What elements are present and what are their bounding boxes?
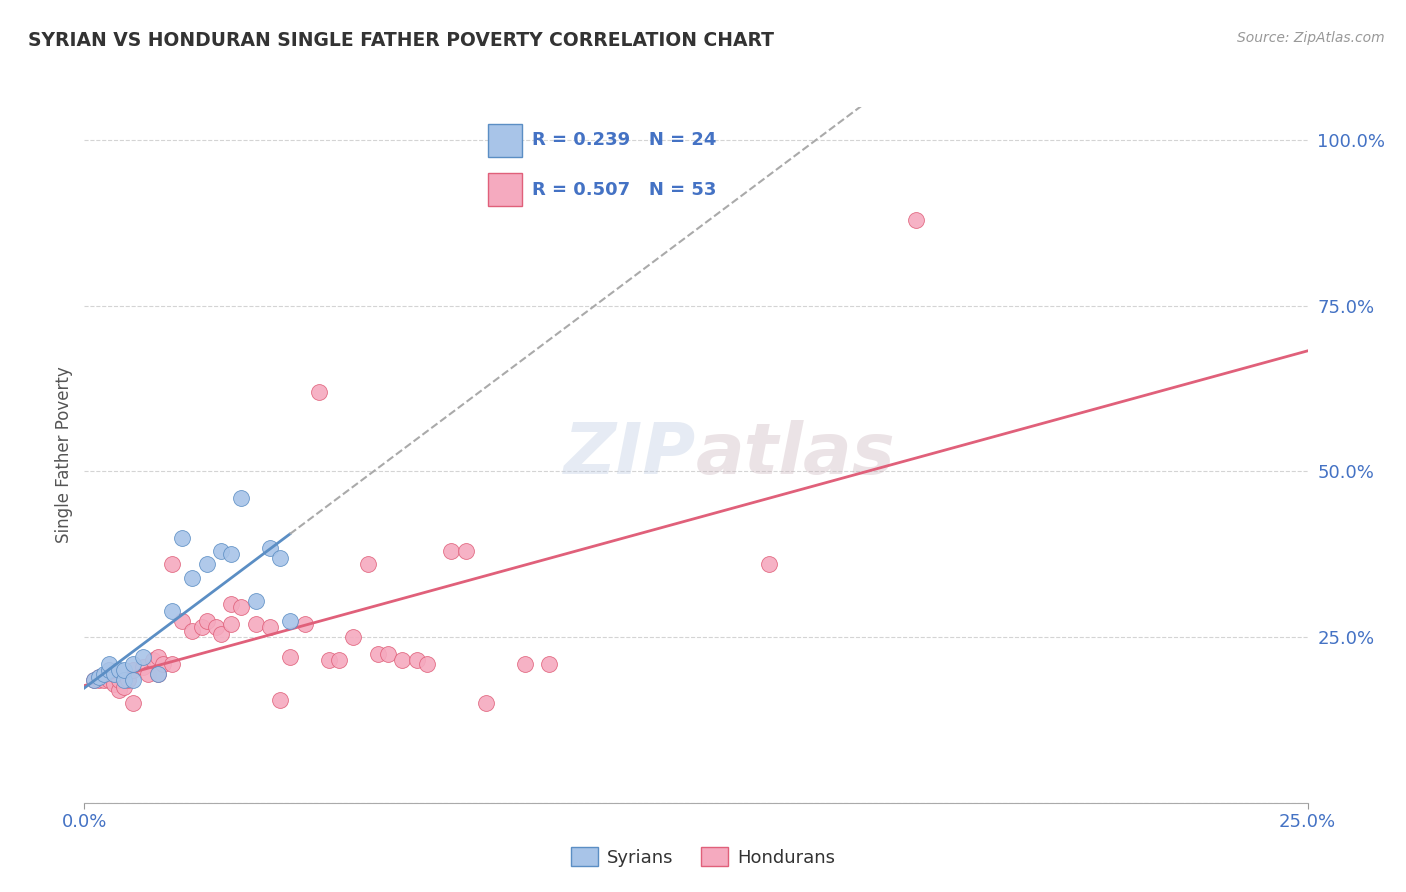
Point [278, 614, 301, 628]
Point [112, 680, 135, 694]
Point [142, 653, 165, 667]
Point [219, 597, 242, 611]
Text: R = 0.507   N = 53: R = 0.507 N = 53 [531, 180, 717, 199]
Point [162, 657, 184, 671]
Point [172, 614, 194, 628]
Point [172, 531, 194, 545]
Point [132, 650, 155, 665]
Point [454, 544, 477, 558]
Point [97, 663, 120, 677]
Point [318, 653, 340, 667]
Point [181, 624, 204, 638]
Point [117, 673, 139, 688]
Text: atlas: atlas [696, 420, 896, 490]
Point [278, 650, 301, 665]
Point [269, 693, 291, 707]
Point [122, 657, 145, 671]
Point [294, 616, 316, 631]
Point [146, 666, 169, 681]
Point [162, 604, 184, 618]
Text: R = 0.239   N = 24: R = 0.239 N = 24 [531, 131, 717, 150]
Point [269, 550, 291, 565]
Point [209, 544, 232, 558]
Point [181, 570, 204, 584]
Text: ZIP: ZIP [564, 420, 696, 490]
Legend: Syrians, Hondurans: Syrians, Hondurans [564, 840, 842, 874]
Point [83, 673, 105, 688]
Point [103, 666, 125, 681]
Point [87, 670, 110, 684]
Bar [488, 124, 522, 157]
Point [391, 653, 413, 667]
Point [259, 541, 281, 555]
Point [191, 620, 214, 634]
Point [103, 666, 125, 681]
Point [416, 657, 439, 671]
Text: Source: ZipAtlas.com: Source: ZipAtlas.com [1237, 31, 1385, 45]
Point [97, 657, 120, 671]
Point [308, 384, 330, 399]
Point [406, 653, 429, 667]
Point [162, 558, 184, 572]
Point [136, 666, 159, 681]
Bar [488, 173, 522, 206]
Point [229, 491, 252, 505]
Point [103, 676, 125, 690]
Point [205, 620, 228, 634]
Point [513, 657, 536, 671]
Point [112, 673, 135, 688]
Point [112, 663, 135, 677]
Point [474, 697, 496, 711]
Point [146, 666, 169, 681]
Point [357, 558, 380, 572]
Point [107, 673, 129, 688]
Point [219, 547, 242, 561]
Point [195, 614, 218, 628]
Point [440, 544, 463, 558]
Point [93, 673, 115, 688]
Point [905, 212, 928, 227]
Point [259, 620, 281, 634]
Point [229, 600, 252, 615]
Point [83, 673, 105, 688]
Point [97, 663, 120, 677]
Point [97, 673, 120, 688]
Point [146, 650, 169, 665]
Point [538, 657, 561, 671]
Point [122, 663, 145, 677]
Point [93, 666, 115, 681]
Point [377, 647, 399, 661]
Point [152, 657, 174, 671]
Point [342, 630, 364, 644]
Point [367, 647, 389, 661]
Point [122, 697, 145, 711]
Point [758, 558, 780, 572]
Point [245, 616, 267, 631]
Point [195, 558, 218, 572]
Point [132, 660, 155, 674]
Point [107, 683, 129, 698]
Point [328, 653, 350, 667]
Point [245, 593, 267, 607]
Y-axis label: Single Father Poverty: Single Father Poverty [55, 367, 73, 543]
Point [122, 673, 145, 688]
Point [107, 663, 129, 677]
Point [87, 670, 110, 684]
Point [219, 616, 242, 631]
Point [87, 673, 110, 688]
Text: SYRIAN VS HONDURAN SINGLE FATHER POVERTY CORRELATION CHART: SYRIAN VS HONDURAN SINGLE FATHER POVERTY… [28, 31, 775, 50]
Point [209, 627, 232, 641]
